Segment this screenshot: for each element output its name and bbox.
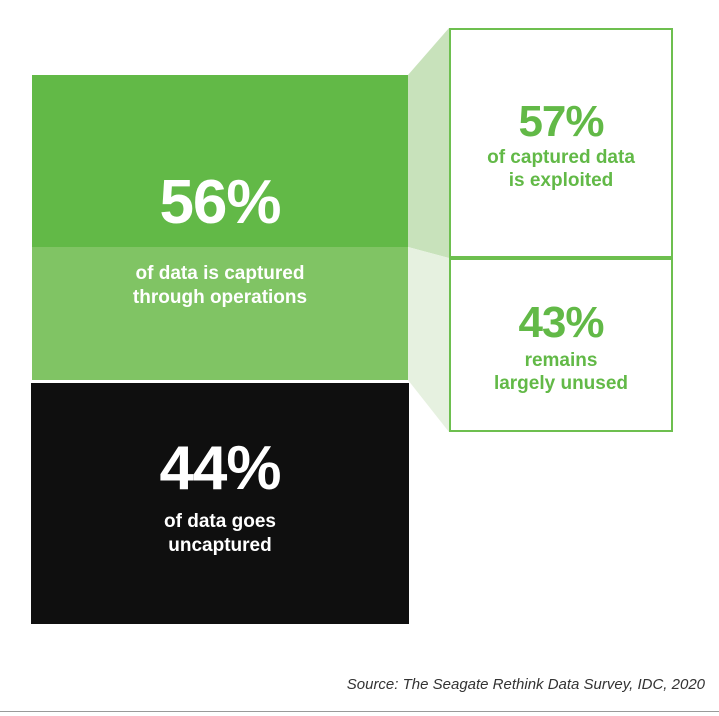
exploited-caption-line2: is exploited xyxy=(508,170,614,191)
source-citation: Source: The Seagate Rethink Data Survey,… xyxy=(346,676,705,693)
captured-block-upper xyxy=(32,75,408,247)
uncaptured-block xyxy=(31,383,409,624)
exploited-caption-line1: of captured data xyxy=(487,147,635,168)
uncaptured-percent: 44% xyxy=(159,434,281,503)
uncaptured-caption-line2: uncaptured xyxy=(168,535,272,556)
wedge-to-unused-box xyxy=(408,247,449,432)
unused-caption-line1: remains xyxy=(524,350,598,371)
uncaptured-caption-line1: of data goes xyxy=(164,511,276,532)
captured-block-lower xyxy=(32,247,408,380)
unused-box xyxy=(449,258,673,432)
exploited-label-group: 57% of captured data is exploited xyxy=(449,100,673,192)
exploited-box xyxy=(449,28,673,258)
captured-caption-line2: through operations xyxy=(132,287,308,308)
captured-percent: 56% xyxy=(159,168,281,237)
unused-caption-line2: largely unused xyxy=(493,373,629,394)
unused-percent: 43% xyxy=(518,298,604,347)
unused-label-group: 43% remains largely unused xyxy=(449,301,673,395)
bottom-divider xyxy=(0,711,719,712)
exploited-percent: 57% xyxy=(518,97,604,146)
wedge-to-exploited-box xyxy=(408,28,449,258)
captured-caption-line1: of data is captured xyxy=(135,263,305,284)
captured-label-group: 56% of data is captured through operatio… xyxy=(32,172,408,310)
uncaptured-label-group: 44% of data goes uncaptured xyxy=(31,438,409,558)
